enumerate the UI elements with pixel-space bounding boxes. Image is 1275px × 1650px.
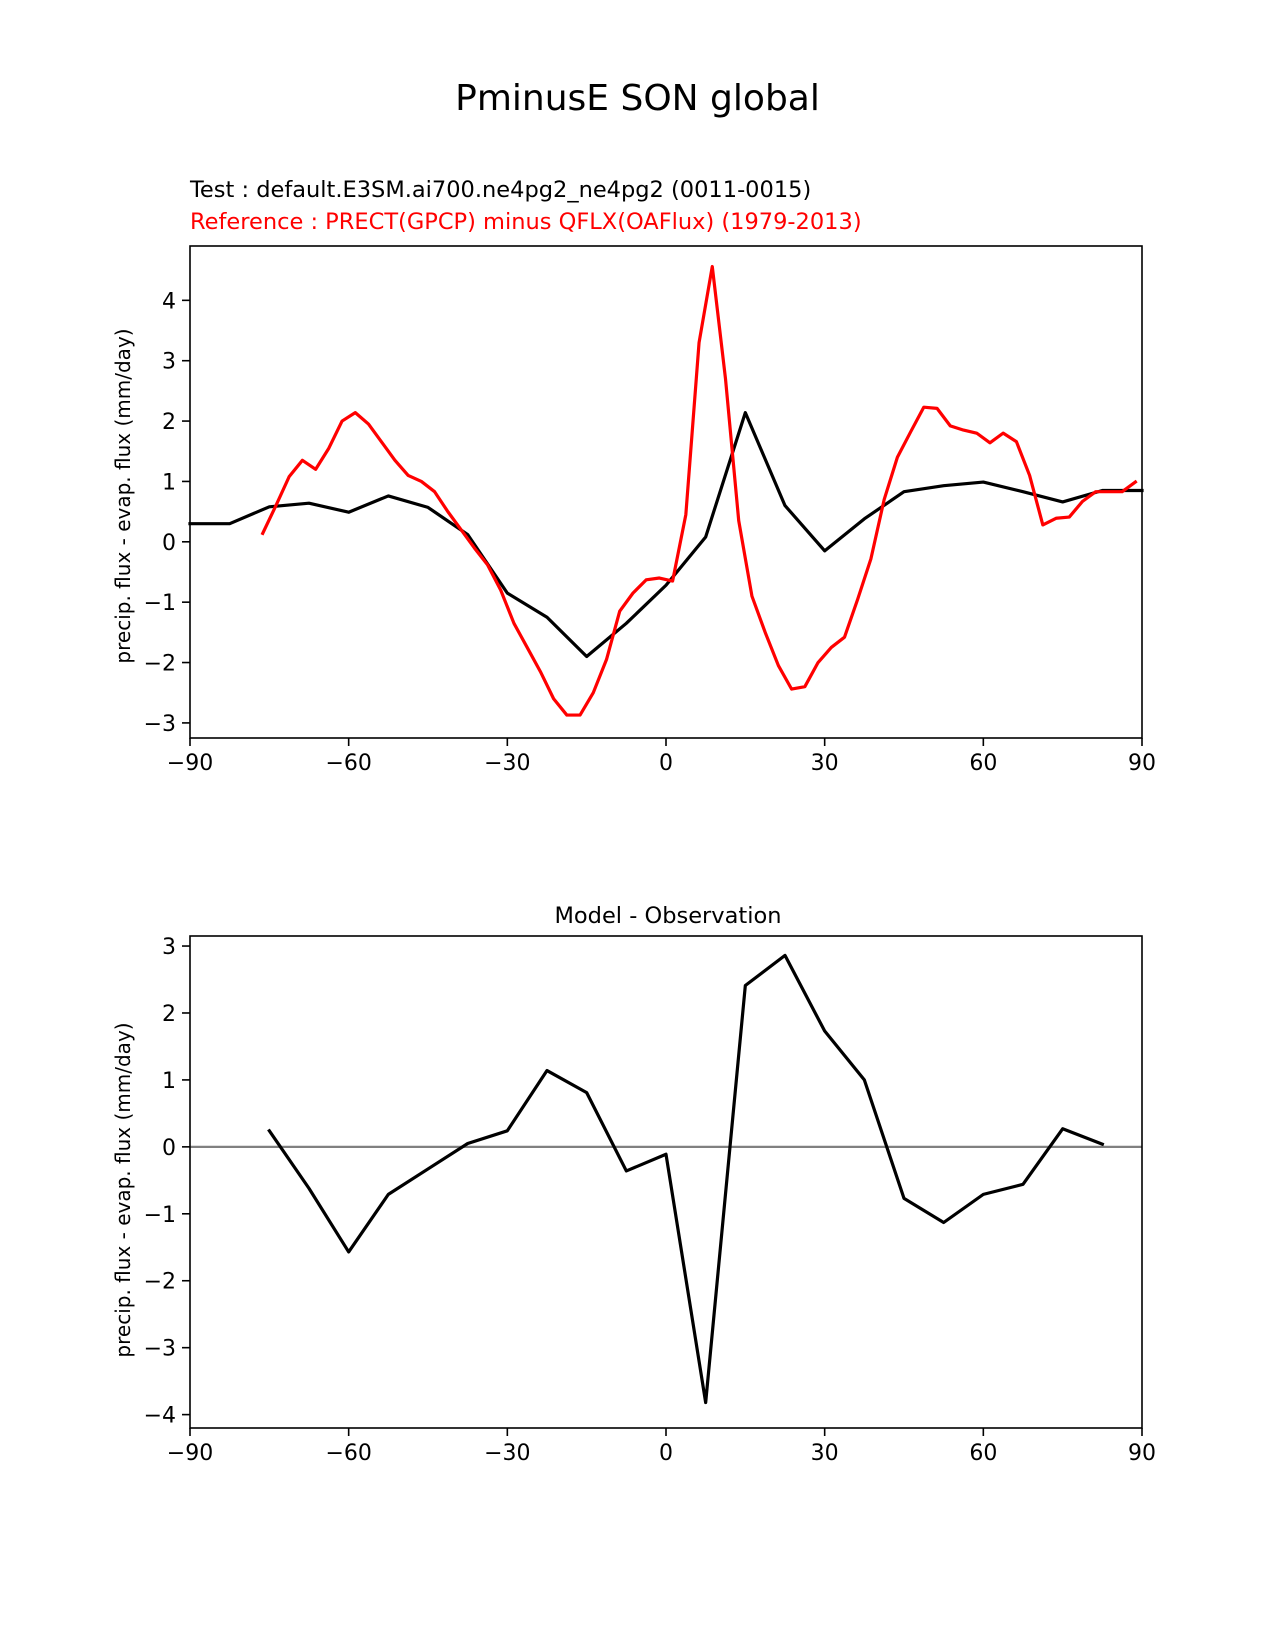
x-tick-label: 0 [659,1441,673,1466]
y-tick-label: 2 [162,1002,176,1027]
x-tick-label: −90 [167,1441,213,1466]
y-tick-label: 1 [162,1069,176,1094]
y-tick-label: 2 [162,410,176,435]
figure-title: PminusE SON global [455,78,820,119]
difference-panel-title: Model - Observation [555,903,782,929]
test-subtitle: Test : default.E3SM.ai700.ne4pg2_ne4pg2 … [189,177,811,203]
bottom-axes: −90 −60 −30 0 30 60 90 −4 −3 −2 −1 0 1 2 3 [144,935,1156,1466]
y-tick-label: 0 [162,531,176,556]
x-tick-label: 60 [969,751,997,776]
x-tick-label: 30 [811,751,839,776]
y-tick-label: −2 [144,652,176,677]
bottom-chart-panel: Model - Observation precip. flux - evap.… [111,903,1156,1466]
axes-frame [189,935,1143,1429]
top-y-axis-label: precip. flux - evap. flux (mm/day) [111,328,135,663]
x-tick-label: −30 [484,751,530,776]
y-tick-label: −1 [144,591,176,616]
y-tick-label: 3 [162,350,176,375]
top-axes: −90 −60 −30 0 30 60 90 −3 −2 −1 0 1 2 3 4 [144,245,1156,776]
x-tick-label: 0 [659,751,673,776]
x-tick-label: 90 [1128,751,1156,776]
reference-series-line [260,264,1138,717]
top-chart-panel: Test : default.E3SM.ai700.ne4pg2_ne4pg2 … [111,177,1156,776]
bottom-y-axis-label: precip. flux - evap. flux (mm/day) [111,1022,135,1357]
y-tick-label: 3 [162,935,176,960]
x-tick-label: −60 [325,1441,371,1466]
x-tick-label: 30 [811,1441,839,1466]
x-tick-label: 60 [969,1441,997,1466]
y-tick-label: 4 [162,289,176,314]
y-tick-label: −1 [144,1203,176,1228]
x-tick-label: −30 [484,1441,530,1466]
y-tick-label: −4 [144,1404,176,1429]
y-tick-label: −3 [144,712,176,737]
y-tick-label: −3 [144,1337,176,1362]
axes-frame [189,245,1143,739]
x-tick-label: −60 [325,751,371,776]
x-tick-label: 90 [1128,1441,1156,1466]
y-tick-label: 0 [162,1136,176,1161]
y-tick-label: 1 [162,470,176,495]
test-series-line [188,411,1144,659]
difference-series-line [267,953,1105,1405]
reference-subtitle: Reference : PRECT(GPCP) minus QFLX(OAFlu… [190,209,862,235]
x-tick-label: −90 [167,751,213,776]
y-tick-label: −2 [144,1270,176,1295]
